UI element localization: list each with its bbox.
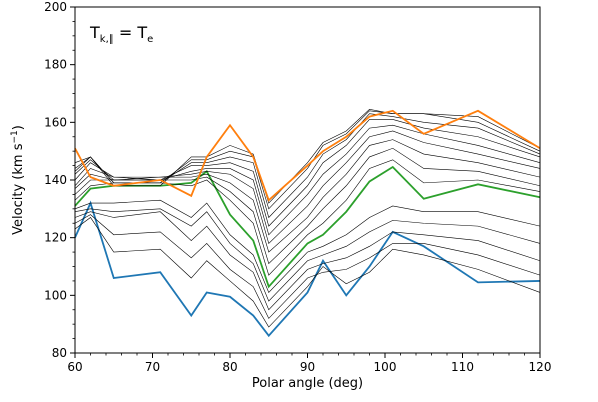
series-line-12 <box>74 124 541 236</box>
x-tick-label: 70 <box>145 360 160 374</box>
annotation-sub-2: e <box>147 34 153 45</box>
series-line-4 <box>74 211 541 311</box>
y-tick-label: 200 <box>44 0 67 14</box>
x-tick-label: 100 <box>374 360 397 374</box>
x-tick-label: 120 <box>529 360 552 374</box>
y-tick-label: 140 <box>44 173 67 187</box>
y-axis-label-end: ) <box>11 125 26 130</box>
series-line-11 <box>74 130 541 244</box>
series-line-5 <box>74 208 541 302</box>
y-axis-label-base: Velocity (km s <box>11 143 26 235</box>
ticks-layer: 60 70 80 90 100 110 120 80 100 120 140 160 180 200 <box>44 0 551 374</box>
x-tick-label: 90 <box>300 360 315 374</box>
series-layer <box>74 109 541 338</box>
y-tick-label: 160 <box>44 115 67 129</box>
series-line-6 <box>74 199 541 293</box>
y-tick-label: 120 <box>44 231 67 245</box>
x-axis-label: Polar angle (deg) <box>252 376 363 391</box>
y-tick-label: 80 <box>52 346 67 360</box>
series-line-13 <box>74 119 541 227</box>
y-axis-label: Velocity (km s−1) <box>10 125 26 235</box>
annotation-main: T <box>89 23 100 42</box>
series-line-2 <box>74 217 541 328</box>
annotation-eq: = T <box>114 23 148 42</box>
x-tick-label: 80 <box>222 360 237 374</box>
y-tick-label: 100 <box>44 288 67 302</box>
temperature-annotation: Tk,∥ = Te <box>89 23 153 45</box>
series-line-3 <box>74 214 541 319</box>
series-line-16 <box>74 109 541 204</box>
series-line-17 <box>74 109 541 202</box>
y-axis-label-sup: −1 <box>10 130 20 143</box>
y-tick-label: 180 <box>44 58 67 72</box>
x-tick-label: 60 <box>67 360 82 374</box>
series-line-7 <box>74 165 541 289</box>
series-line-10 <box>74 139 541 253</box>
annotation-sub-1: k,∥ <box>100 34 114 45</box>
series-line-1 <box>74 200 541 338</box>
x-tick-label: 110 <box>451 360 474 374</box>
